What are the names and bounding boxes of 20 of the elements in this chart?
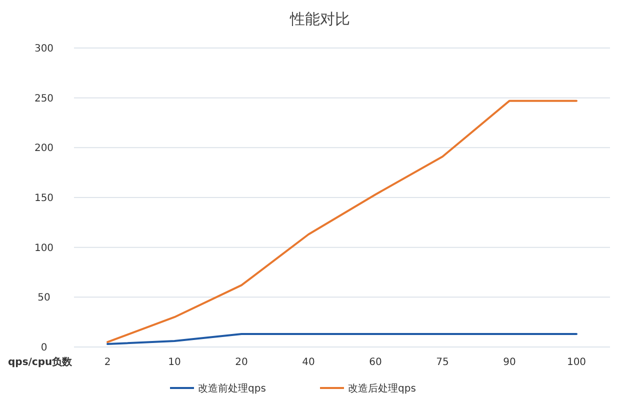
x-tick-label: 2 xyxy=(104,357,111,368)
y-tick-label: 200 xyxy=(34,143,54,154)
y-tick-label: 150 xyxy=(34,193,54,204)
x-tick-label: 10 xyxy=(168,357,181,368)
y-tick-label: 100 xyxy=(34,242,54,254)
legend-label: 改造前处理qps xyxy=(198,382,266,394)
x-tick-label: 100 xyxy=(566,357,586,368)
y-tick-label: 300 xyxy=(34,44,54,54)
x-tick-label: 60 xyxy=(369,357,382,368)
y-tick-label: 0 xyxy=(40,342,48,354)
x-axis-title: qps/cpu负数 xyxy=(8,356,74,368)
x-tick-label: 90 xyxy=(503,357,516,368)
x-tick-label: 40 xyxy=(302,357,315,368)
x-tick-label: 20 xyxy=(235,357,248,368)
line-series xyxy=(106,100,578,344)
legend-label: 改造后处理qps xyxy=(348,382,416,394)
chart-title: 性能对比 xyxy=(289,10,350,28)
y-tick-label: 250 xyxy=(34,93,54,104)
x-tick-label: 75 xyxy=(436,357,449,368)
y-tick-label: 50 xyxy=(38,292,50,304)
